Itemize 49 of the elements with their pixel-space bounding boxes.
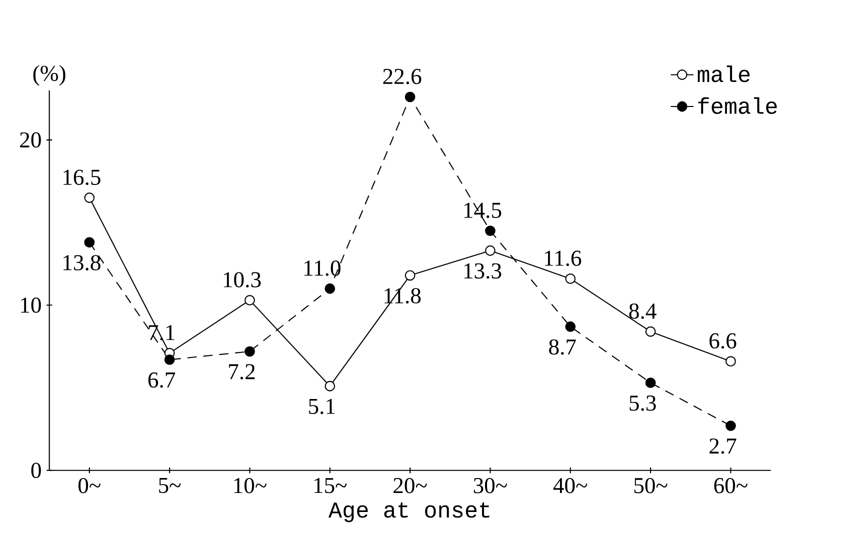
- point: [645, 326, 656, 337]
- data-label: 16.5: [64, 170, 100, 186]
- data-label: 8.4: [629, 304, 656, 319]
- x-tick-label: 5~: [159, 478, 181, 494]
- x-tick-label: 40~: [553, 478, 588, 494]
- data-label: 10.3: [224, 272, 261, 288]
- point: [404, 270, 416, 281]
- point: [565, 321, 576, 332]
- y-tick-label: 10: [21, 298, 41, 313]
- x-tick-label: 20~: [394, 478, 427, 494]
- point: [565, 274, 576, 284]
- data-label: 11.6: [544, 250, 582, 266]
- x-tick-label: 0~: [78, 478, 101, 494]
- data-label: 11.0: [304, 260, 340, 276]
- data-label: 13.3: [464, 263, 502, 279]
- point: [485, 245, 496, 256]
- x-tick-label: 50~: [634, 478, 668, 494]
- point: [726, 420, 736, 432]
- x-tick-label: 10~: [234, 478, 267, 494]
- data-label: 22.6: [383, 68, 422, 84]
- data-label: 5.3: [630, 396, 656, 411]
- data-label: 6.6: [710, 333, 736, 349]
- point: [84, 237, 95, 248]
- legend-label: female: [698, 97, 777, 114]
- data-label: 8.7: [549, 339, 576, 355]
- x-tick-label: 30~: [474, 478, 508, 494]
- point: [485, 226, 496, 236]
- point: [244, 346, 255, 357]
- data-label: 14.5: [464, 202, 502, 218]
- data-label: 2.7: [710, 438, 736, 454]
- point: [726, 356, 736, 367]
- legend-label: male: [698, 66, 750, 82]
- point: [324, 380, 336, 392]
- y-tick-label: 0: [31, 462, 41, 478]
- point: [84, 192, 95, 203]
- y-tick-label: 20: [20, 132, 41, 148]
- point: [244, 295, 255, 306]
- x-axis-title: Age at onset: [328, 502, 490, 522]
- point: [324, 283, 336, 294]
- data-label: 6.7: [148, 372, 176, 388]
- data-label: 5.1: [309, 398, 335, 414]
- data-label: 13.8: [64, 255, 100, 271]
- point: [404, 92, 416, 102]
- point: [164, 354, 175, 365]
- x-tick-label: 15~: [314, 478, 347, 494]
- x-tick-label: 60~: [714, 478, 748, 494]
- data-label: 7.2: [229, 364, 255, 380]
- y-axis-title: (%): [33, 65, 66, 86]
- point: [645, 378, 656, 388]
